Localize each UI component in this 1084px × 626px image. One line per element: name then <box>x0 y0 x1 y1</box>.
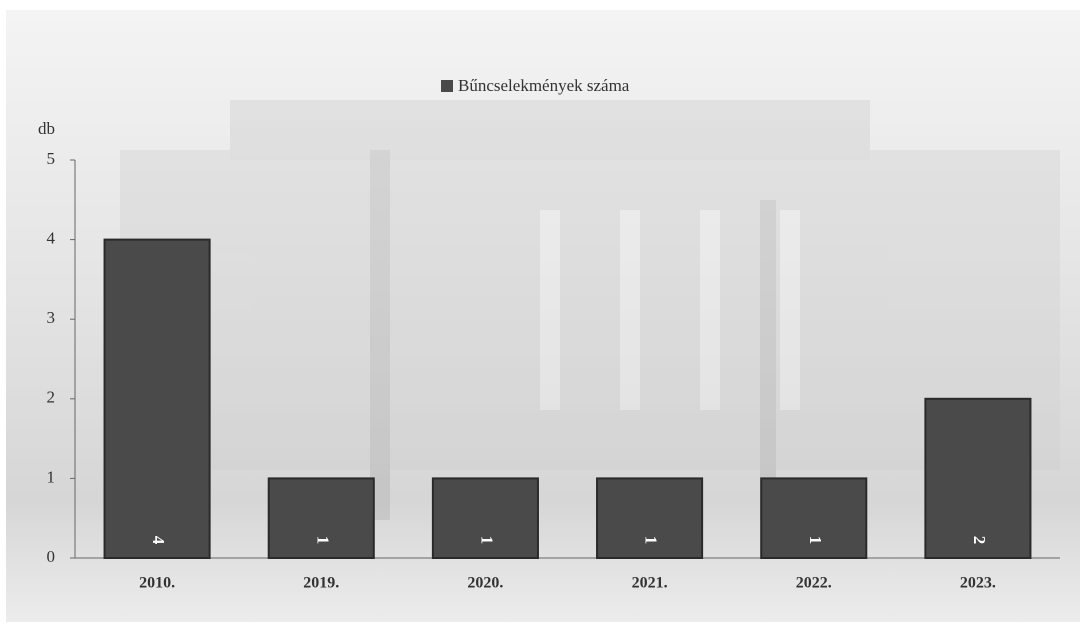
x-tick-label: 2023. <box>960 575 996 592</box>
data-label: 1 <box>313 536 332 545</box>
y-tick-label: 1 <box>47 467 56 486</box>
y-tick-label: 5 <box>47 149 56 168</box>
data-label: 4 <box>149 536 168 545</box>
x-tick-label: 2021. <box>632 575 668 592</box>
y-tick-label: 0 <box>47 547 56 566</box>
x-tick-label: 2022. <box>796 575 832 592</box>
y-tick-label: 4 <box>47 229 56 248</box>
y-tick-label: 2 <box>47 388 56 407</box>
bar <box>596 477 704 559</box>
y-axis-label: db <box>38 119 55 138</box>
x-tick-label: 2019. <box>303 575 339 592</box>
bar <box>760 477 868 559</box>
building-silhouette <box>120 100 1060 520</box>
bar <box>103 238 211 559</box>
legend-label: Bűncselekmények száma <box>458 76 630 95</box>
legend-swatch <box>441 80 453 92</box>
y-tick-label: 3 <box>47 308 56 327</box>
data-label: 1 <box>806 536 825 545</box>
data-label: 1 <box>478 536 497 545</box>
x-tick-label: 2020. <box>467 575 503 592</box>
bar <box>431 477 539 559</box>
bar <box>267 477 375 559</box>
data-label: 1 <box>642 536 661 545</box>
data-label: 2 <box>970 536 989 545</box>
bar <box>924 397 1032 559</box>
x-tick-label: 2010. <box>139 575 175 592</box>
